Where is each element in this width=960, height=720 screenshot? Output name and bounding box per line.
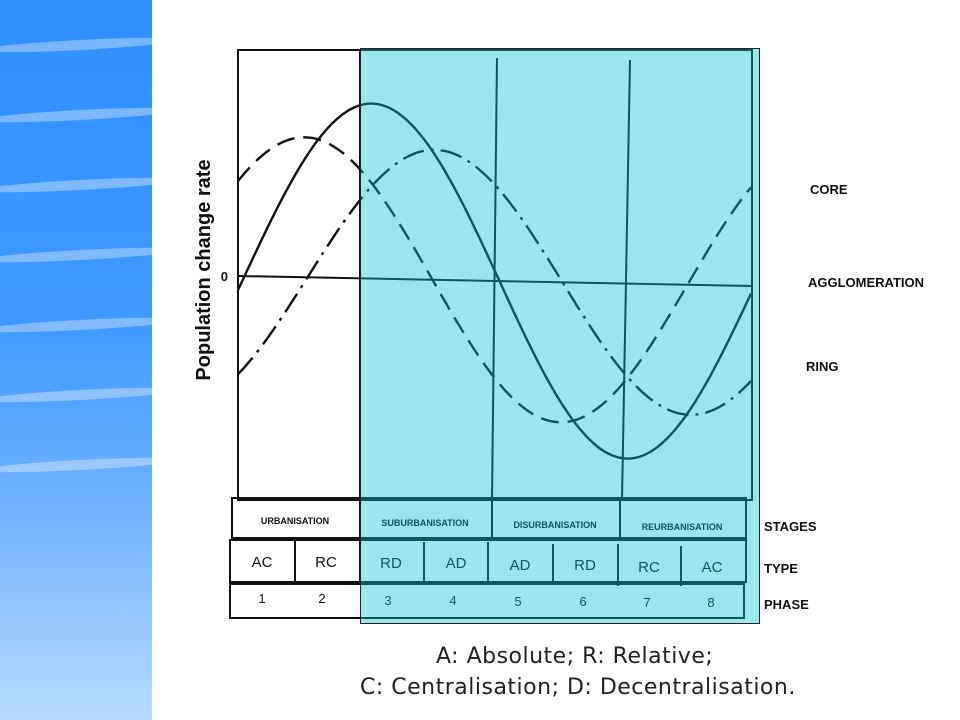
legend-line-2: C: Centralisation; D: Decentralisation. — [360, 675, 796, 700]
abbreviation-legend: A: Absolute; R: Relative; C: Centralisat… — [360, 644, 800, 700]
phase-cell: 4 — [449, 593, 456, 608]
highlight-overlay — [360, 48, 760, 624]
type-cell: RC — [638, 559, 660, 576]
type-cell: RD — [380, 555, 402, 572]
chart-frame — [237, 49, 753, 501]
phase-cell: 8 — [707, 595, 714, 610]
stage-label-disurbanisation: DISURBANISATION — [513, 520, 596, 530]
curve-label-agglomeration: AGGLOMERATION — [808, 275, 924, 290]
type-cell: AC — [252, 554, 273, 571]
row-label-stages: STAGES — [764, 519, 817, 534]
type-cell: AD — [510, 557, 531, 574]
stage-label-suburbanisation: SUBURBANISATION — [381, 518, 468, 528]
slide-side-band — [0, 0, 152, 720]
stage-divider — [621, 59, 631, 501]
type-row: AC RC RD AD AD RD RC AC — [229, 539, 747, 586]
phase-cell: 3 — [384, 593, 391, 608]
zero-label: 0 — [221, 269, 228, 284]
curve-label-ring: RING — [806, 359, 839, 374]
core-curve — [237, 136, 752, 424]
type-cell: AC — [702, 559, 723, 576]
stage-label-urbanisation: URBANISATION — [261, 516, 329, 526]
scanned-diagram-page — [152, 0, 960, 720]
phase-cell: 1 — [258, 591, 265, 606]
phase-cell: 7 — [643, 595, 650, 610]
phase-cell: 2 — [318, 591, 325, 606]
type-cell: RC — [315, 554, 337, 571]
agglomeration-curve — [236, 102, 753, 460]
y-axis-label: Population change rate — [193, 159, 215, 380]
phase-row: 1 2 3 4 5 6 7 8 — [229, 583, 745, 619]
row-label-phase: PHASE — [764, 597, 809, 612]
type-cell: RD — [574, 557, 596, 574]
curves-layer — [236, 102, 753, 460]
zero-axis — [237, 275, 753, 287]
curve-label-core: CORE — [810, 182, 848, 197]
stage-divider — [491, 57, 498, 501]
row-label-type: TYPE — [764, 561, 798, 576]
phase-cell: 6 — [579, 594, 586, 609]
legend-line-1: A: Absolute; R: Relative; — [436, 644, 714, 669]
stage-label-reurbanisation: REURBANISATION — [642, 522, 723, 532]
type-cell: AD — [446, 555, 467, 572]
phase-cell: 5 — [514, 594, 521, 609]
